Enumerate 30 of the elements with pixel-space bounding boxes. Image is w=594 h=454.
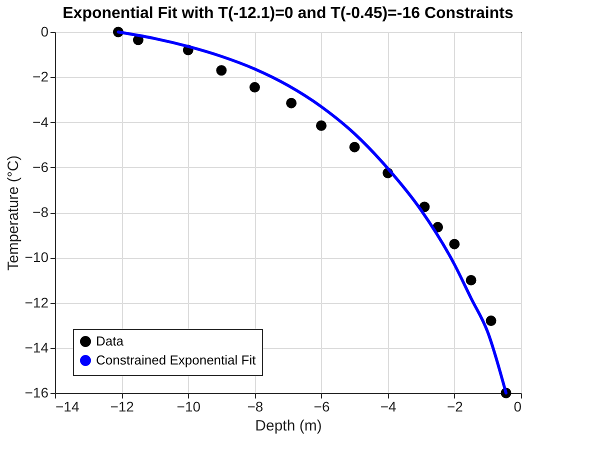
x-tick-label: −12 bbox=[110, 398, 134, 414]
legend-label: Constrained Exponential Fit bbox=[96, 352, 256, 368]
y-tick-label: −14 bbox=[24, 339, 49, 356]
point bbox=[249, 82, 260, 93]
x-tick-label: −10 bbox=[176, 398, 201, 414]
x-tick-label: −4 bbox=[380, 398, 397, 414]
y-tick-label: −6 bbox=[32, 158, 49, 175]
point bbox=[316, 120, 327, 131]
x-tick-label: −6 bbox=[314, 398, 330, 414]
y-tick-label: −16 bbox=[24, 384, 49, 400]
y-tick-label: −10 bbox=[24, 249, 49, 266]
x-tick-label: 0 bbox=[514, 398, 522, 414]
y-tick-label: −4 bbox=[32, 114, 49, 130]
chart-title: Exponential Fit with T(-12.1)=0 and T(-0.45)=-16 Constraints bbox=[62, 5, 514, 22]
y-tick-label: 0 bbox=[40, 24, 49, 40]
legend-label: Data bbox=[96, 334, 124, 348]
point bbox=[466, 274, 476, 286]
y-tick-label: −8 bbox=[32, 204, 49, 220]
y-tick-label: −12 bbox=[24, 294, 49, 310]
x-tick-label: −8 bbox=[247, 398, 264, 414]
point bbox=[449, 238, 460, 250]
y-tick-label: −2 bbox=[32, 68, 49, 85]
y-axis-title: Temperature (°C) bbox=[4, 155, 22, 271]
x-tick-label: −2 bbox=[446, 398, 464, 414]
point bbox=[349, 142, 360, 152]
point bbox=[286, 98, 297, 108]
x-axis-title: Depth (m) bbox=[255, 418, 322, 434]
x-tick-label: −14 bbox=[56, 398, 80, 414]
point bbox=[486, 316, 496, 326]
point bbox=[216, 65, 227, 76]
